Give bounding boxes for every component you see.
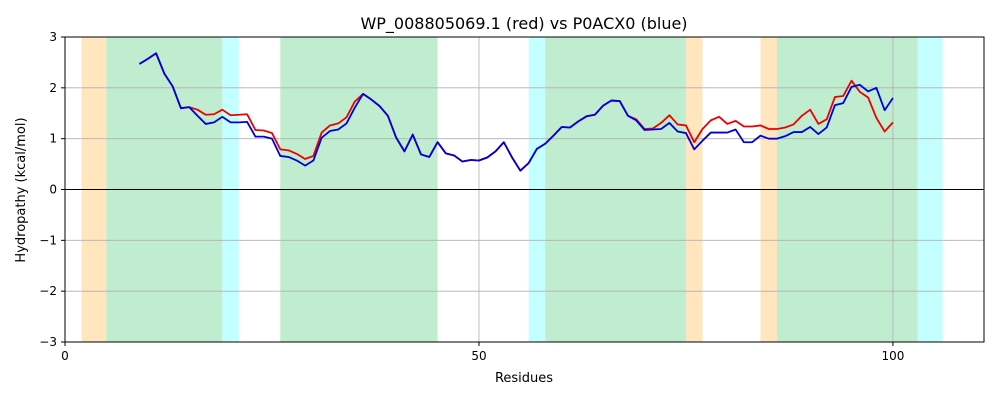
x-tick-label: 100 (881, 349, 904, 363)
y-tick-label: 0 (49, 183, 57, 197)
y-tick-label: −1 (39, 233, 57, 247)
chart-title: WP_008805069.1 (red) vs P0ACX0 (blue) (360, 14, 687, 34)
y-axis-label: Hydropathy (kcal/mol) (14, 117, 29, 262)
x-tick-label: 0 (61, 349, 69, 363)
y-axis-ticks: −3 −2 −1 0 1 2 3 (39, 30, 65, 349)
y-tick-label: 2 (49, 81, 57, 95)
x-axis-label: Residues (495, 371, 553, 386)
y-tick-label: −3 (39, 335, 57, 349)
x-axis-ticks: 0 50 100 (61, 342, 904, 363)
y-tick-label: −2 (39, 284, 57, 298)
y-tick-label: 3 (49, 30, 57, 44)
blue-series-line (139, 52, 894, 172)
x-tick-label: 50 (471, 349, 486, 363)
y-tick-label: 1 (49, 132, 57, 146)
series-lines (139, 52, 894, 172)
